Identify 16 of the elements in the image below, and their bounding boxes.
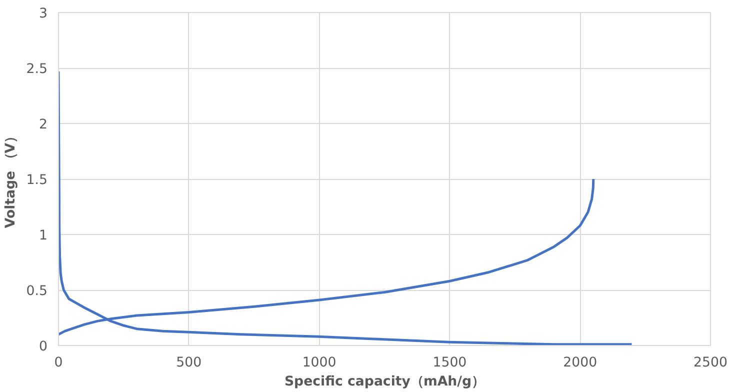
y-tick-label: 3 xyxy=(39,6,48,22)
y-tick-label: 0.5 xyxy=(26,284,48,299)
x-tick-label: 1500 xyxy=(432,356,467,370)
x-tick-label: 2500 xyxy=(694,356,728,370)
x-axis-title: Specific capacity（mAh/g） xyxy=(284,374,485,390)
x-tick-label: 2000 xyxy=(563,356,598,370)
y-axis-title: Voltage （V） xyxy=(3,130,18,228)
y-tick-label: 2 xyxy=(39,118,48,132)
x-tick-label: 1000 xyxy=(302,356,336,370)
y-tick-label: 1 xyxy=(39,228,48,244)
y-tick-label: 0 xyxy=(39,340,48,354)
y-tick-label: 1.5 xyxy=(26,173,48,188)
x-tick-label: 500 xyxy=(176,356,202,370)
y-tick-label: 2.5 xyxy=(26,62,48,77)
x-tick-label: 0 xyxy=(54,356,63,370)
line-series xyxy=(58,70,633,346)
